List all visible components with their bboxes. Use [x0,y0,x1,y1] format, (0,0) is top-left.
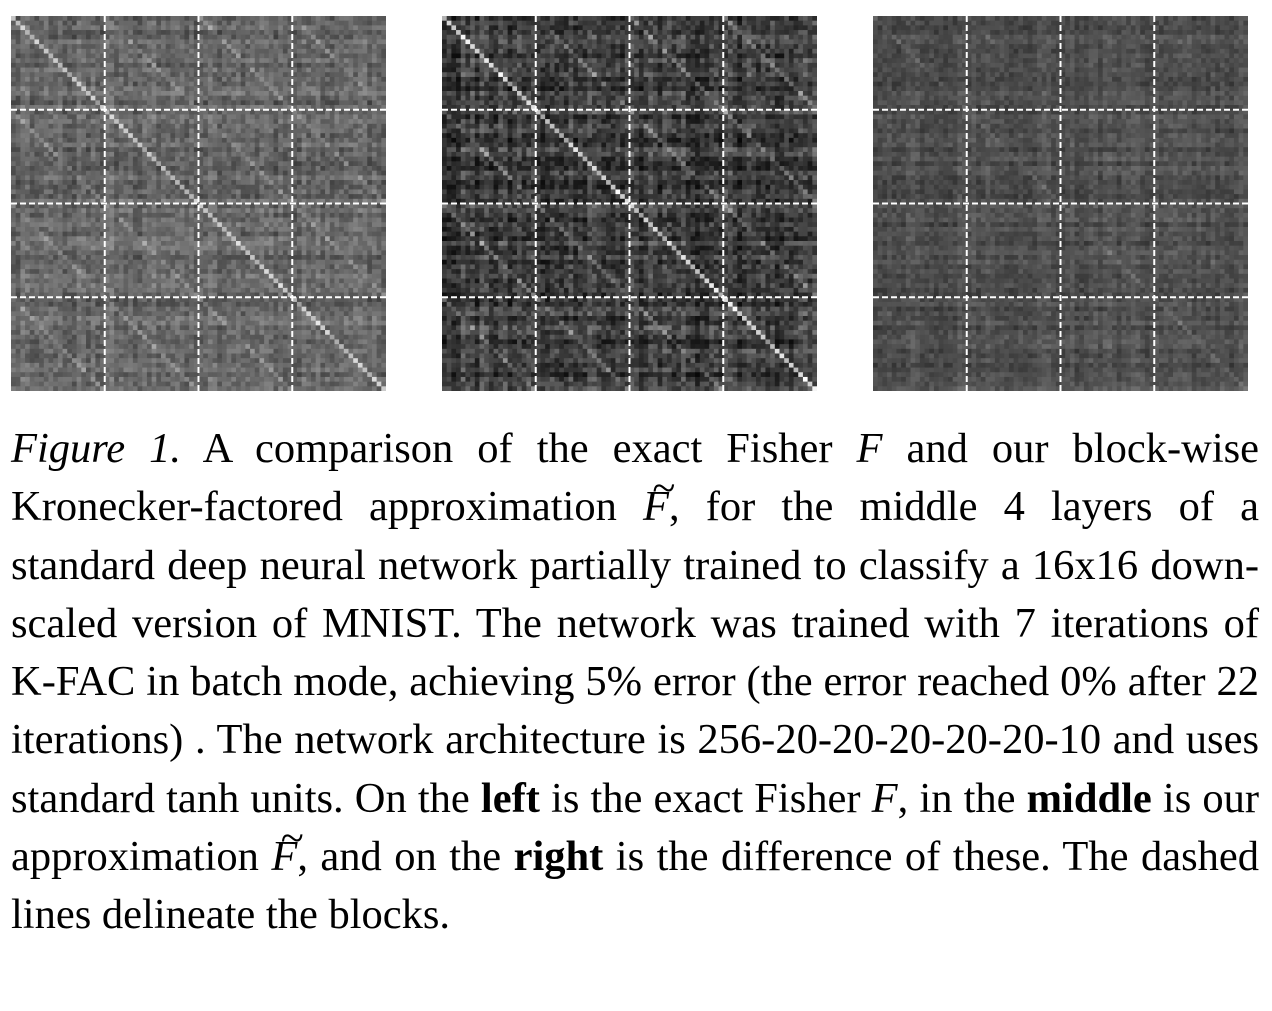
caption-text: and our block-wise Kronecker-factored ap… [11,425,1260,531]
math-F: F [871,774,898,822]
caption-text: A comparison of the exact Fisher [202,425,833,472]
caption-text: , in the [897,774,1016,822]
bold-middle: middle [1026,774,1152,822]
figure-panels [0,0,1272,400]
caption-text: is the difference of these. The dashed l… [11,833,1259,939]
figure-caption: Figure 1. A comparison of the exact Fish… [11,420,1259,945]
difference-heatmap [873,16,1248,391]
bold-right: right [513,833,604,881]
caption-text: is our approximation [11,774,1260,881]
math-F-tilde: F ~ [642,465,676,531]
caption-text: , for the middle 4 layers of a standard … [11,483,1259,822]
caption-text: is the exact Fisher [551,774,861,822]
approximate-fisher-heatmap [442,16,817,391]
math-F-tilde: F ~ [271,815,304,881]
figure-label: Figure 1. [11,425,181,472]
caption-text: , and on the [297,833,502,881]
bold-left: left [480,774,540,822]
exact-fisher-heatmap [11,16,386,391]
math-F: F [856,425,883,472]
